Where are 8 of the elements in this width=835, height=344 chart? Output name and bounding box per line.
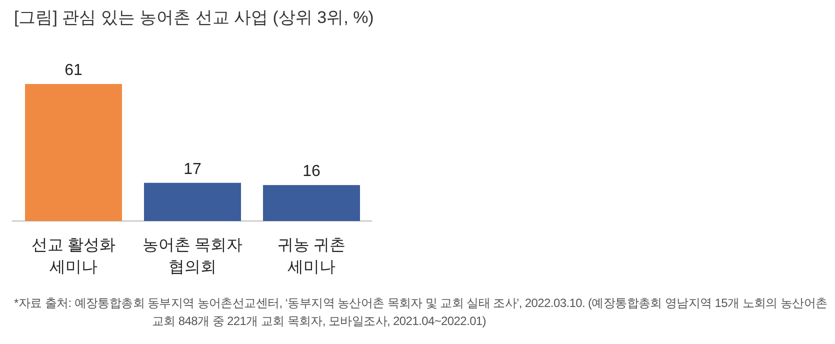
- data-label: 61: [64, 62, 82, 79]
- x-tick-label: 귀농 귀촌 세미나: [277, 237, 346, 276]
- data-label: 16: [302, 163, 320, 180]
- chart-title: [그림] 관심 있는 농어촌 선교 사업 (상위 3위, %): [14, 7, 374, 29]
- data-label: 17: [184, 160, 202, 178]
- text: *자료 출처: 예장통합총회 동부지역 농어촌선교센터, ‘동부지역 농산어촌 목회자 및 교회 실태 조사’, 2022.03.10. (예장통합총회 영남지역 15개 노회의 농산어촌 교회 848개 중 221개 교회 목회자, 모바일조사, 2021.04~2022.01): [14, 295, 828, 330]
- x-tick-label: 선교 활성화 세미나: [31, 237, 116, 276]
- x-tick-label: 농어촌 목회자 협의회: [142, 237, 243, 276]
